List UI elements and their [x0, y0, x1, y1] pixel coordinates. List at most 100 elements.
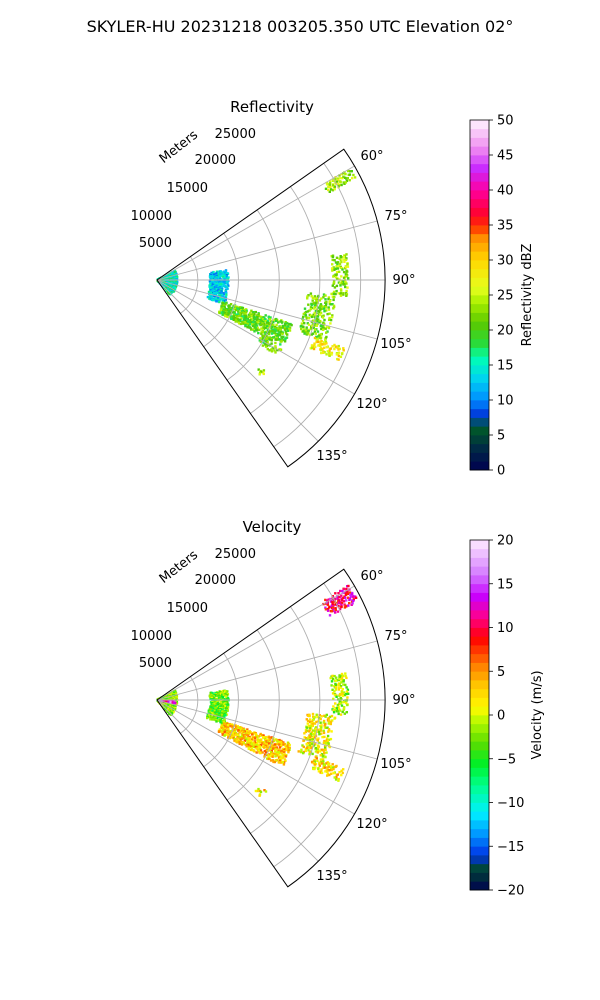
echo-gate [256, 326, 259, 329]
echo-gate [328, 354, 331, 357]
echo-gate [257, 743, 260, 746]
echo-gate [345, 692, 348, 696]
echo-gate [221, 280, 224, 283]
echo-gate [265, 322, 269, 325]
echo-gate [311, 738, 314, 741]
colorbar-segment [470, 312, 489, 322]
echo-gate [226, 312, 230, 315]
echo-gate [345, 599, 348, 602]
echo-gate [220, 308, 223, 312]
echo-gate [214, 272, 217, 276]
echo-gate [253, 317, 256, 321]
echo-gate [347, 277, 350, 280]
echo-gate [338, 595, 341, 599]
echo-gate [327, 743, 330, 746]
echo-gate [262, 734, 265, 737]
echo-gate [212, 276, 215, 279]
echo-gate [332, 292, 335, 295]
echo-gate [334, 292, 337, 296]
echo-gate [223, 274, 227, 277]
echo-gate [343, 258, 346, 261]
echo-gate [325, 303, 328, 306]
echo-gate [263, 749, 267, 753]
echo-gate [316, 315, 320, 318]
echo-gate [270, 350, 274, 353]
echo-gate [279, 328, 282, 331]
sector-frame [156, 568, 386, 888]
echo-gate [239, 322, 243, 326]
echo-gate [336, 610, 340, 613]
echo-gate [333, 674, 336, 678]
echo-gate [253, 750, 256, 753]
echo-gate [306, 297, 309, 300]
echo-gate [287, 322, 291, 326]
echo-gate [300, 322, 304, 325]
echo-gate [273, 744, 276, 747]
echo-gate [334, 276, 338, 279]
echo-gate [331, 677, 335, 681]
echo-gate [337, 707, 341, 711]
echo-gate [320, 348, 323, 352]
echo-gate [323, 343, 326, 346]
echo-gate [332, 705, 335, 708]
echo-gate [306, 317, 309, 320]
echo-region [310, 757, 345, 782]
echo-gate [330, 680, 334, 683]
echo-gate [314, 302, 317, 305]
echo-gate [255, 314, 258, 317]
echo-gate [346, 696, 349, 699]
reflectivity-title: Reflectivity [230, 98, 314, 116]
echo-gate [209, 298, 212, 301]
echo-gate [264, 314, 267, 317]
echo-gate [313, 297, 317, 300]
echo-gate [336, 179, 340, 182]
echo-gate [250, 747, 254, 750]
azimuth-tick-label: 75° [384, 629, 407, 644]
colorbar-segment [470, 662, 489, 672]
echo-gate [340, 603, 343, 606]
colorbar-tick-label: 20 [497, 534, 514, 549]
echo-gate [309, 327, 313, 330]
echo-gate [345, 711, 348, 714]
echo-gate [332, 275, 335, 278]
echo-gate [222, 270, 226, 273]
echo-gate [228, 731, 231, 734]
echo-gate [240, 737, 244, 740]
echo-gate [340, 704, 344, 707]
colorbar-tick-label: 15 [497, 577, 514, 592]
echo-gate [320, 748, 323, 751]
echo-gate [220, 285, 223, 288]
echo-gate [261, 331, 264, 334]
echo-gate [252, 328, 255, 331]
echo-gate [314, 731, 317, 734]
echo-gate [334, 267, 337, 270]
echo-gate [210, 708, 213, 711]
echo-gate [270, 327, 273, 330]
echo-gate [315, 335, 318, 339]
echo-gate [313, 304, 316, 307]
echo-gate [209, 698, 212, 701]
echo-gate [340, 769, 343, 772]
echo-gate [323, 310, 326, 313]
echo-gate [335, 776, 338, 779]
echo-gate [288, 743, 291, 747]
echo-gate [327, 306, 330, 309]
echo-gate [302, 330, 305, 333]
echo-gate [227, 734, 230, 737]
echo-gate [345, 179, 349, 182]
echo-gate [320, 307, 323, 310]
echo-gate [213, 282, 216, 285]
echo-gate [227, 313, 230, 317]
echo-gate [325, 346, 328, 349]
echo-gate [211, 273, 214, 276]
echo-gate [251, 733, 254, 736]
colorbar-tick-label: 20 [497, 324, 514, 339]
echo-gate [277, 761, 280, 764]
echo-gate [331, 314, 334, 317]
echo-gate [308, 309, 311, 312]
echo-gate [336, 703, 340, 707]
echo-gate [350, 592, 354, 596]
echo-gate [326, 734, 330, 738]
echo-gate [346, 270, 349, 273]
colorbar-segment [470, 557, 489, 567]
